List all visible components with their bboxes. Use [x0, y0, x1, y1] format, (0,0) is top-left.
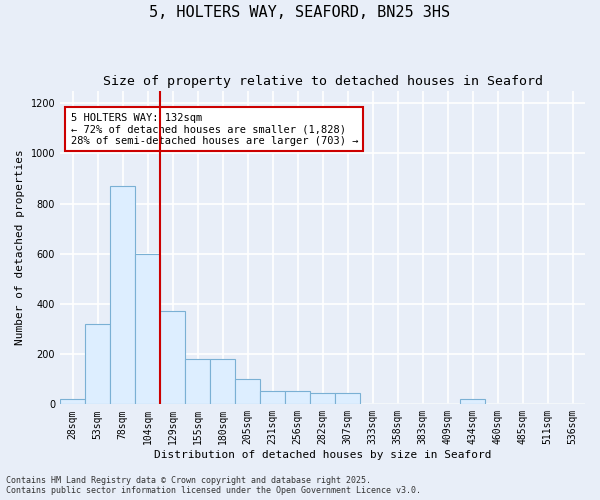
- Bar: [310, 393, 335, 404]
- Bar: [110, 186, 135, 404]
- Title: Size of property relative to detached houses in Seaford: Size of property relative to detached ho…: [103, 75, 542, 88]
- Y-axis label: Number of detached properties: Number of detached properties: [15, 150, 25, 346]
- Text: 5 HOLTERS WAY: 132sqm
← 72% of detached houses are smaller (1,828)
28% of semi-d: 5 HOLTERS WAY: 132sqm ← 72% of detached …: [71, 112, 358, 146]
- Bar: [210, 359, 235, 405]
- Text: 5, HOLTERS WAY, SEAFORD, BN25 3HS: 5, HOLTERS WAY, SEAFORD, BN25 3HS: [149, 5, 451, 20]
- Bar: [185, 359, 210, 405]
- Bar: [335, 393, 360, 404]
- Text: Contains HM Land Registry data © Crown copyright and database right 2025.
Contai: Contains HM Land Registry data © Crown c…: [6, 476, 421, 495]
- Bar: [285, 390, 310, 404]
- Bar: [160, 312, 185, 404]
- Bar: [60, 400, 85, 404]
- Bar: [85, 324, 110, 404]
- Bar: [235, 379, 260, 404]
- Bar: [460, 400, 485, 404]
- Bar: [260, 390, 285, 404]
- Bar: [135, 254, 160, 404]
- X-axis label: Distribution of detached houses by size in Seaford: Distribution of detached houses by size …: [154, 450, 491, 460]
